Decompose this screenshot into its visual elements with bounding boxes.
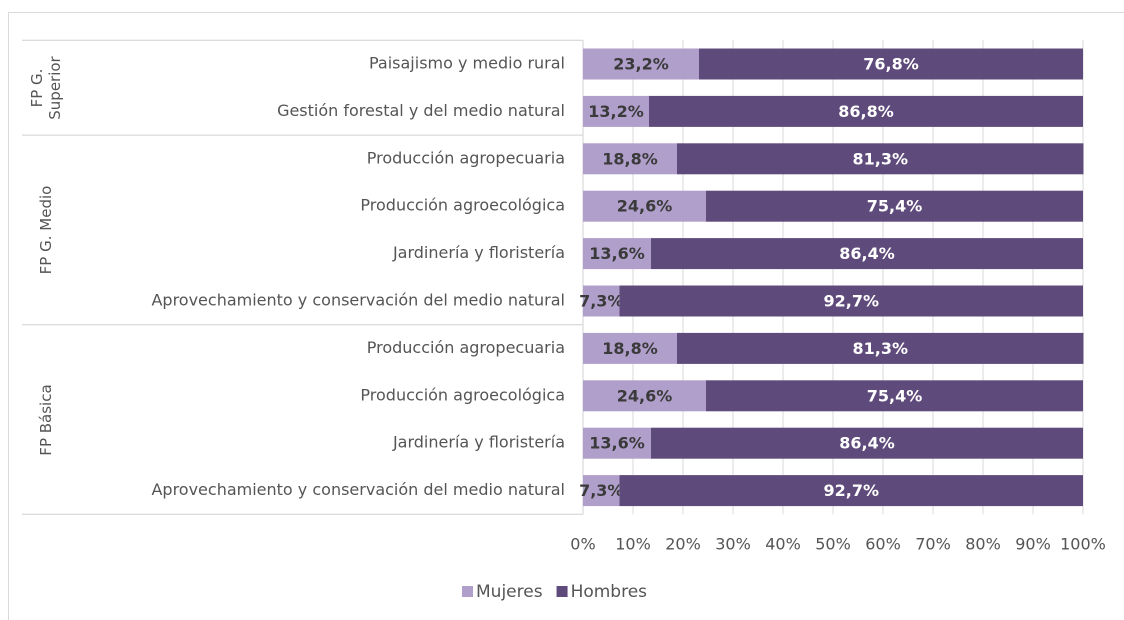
bar-segment (649, 95, 1083, 127)
bar-segment (651, 238, 1083, 270)
x-tick-label: 50% (815, 535, 851, 554)
data-label: 86,4% (839, 244, 895, 263)
data-label: 24,6% (617, 386, 673, 405)
category-label: Aprovechamiento y conservación del medio… (151, 291, 565, 310)
data-label: 75,4% (867, 197, 923, 216)
category-label: Producción agroecológica (360, 385, 565, 404)
x-tick-label: 0% (570, 535, 595, 554)
data-label: 18,8% (602, 339, 658, 358)
x-tick-label: 10% (615, 535, 651, 554)
data-label: 18,8% (602, 149, 658, 168)
group-label: FP G. Superior (28, 55, 64, 120)
data-label: 13,2% (588, 102, 644, 121)
category-label: Producción agropecuaria (367, 338, 565, 357)
bar-segment (583, 427, 651, 459)
data-label: 76,8% (863, 55, 919, 74)
legend-swatch (462, 586, 473, 597)
bar-segment (651, 427, 1083, 459)
data-label: 86,8% (838, 102, 894, 121)
bar-segment (677, 143, 1084, 175)
x-tick-label: 60% (865, 535, 901, 554)
category-label: Jardinería y floristería (392, 243, 565, 262)
x-tick-label: 20% (665, 535, 701, 554)
data-label: 13,6% (589, 244, 645, 263)
x-tick-label: 80% (965, 535, 1001, 554)
x-tick-label: 100% (1060, 535, 1106, 554)
data-label: 81,3% (852, 149, 908, 168)
bar-segment (619, 285, 1083, 317)
data-label: 13,6% (589, 434, 645, 453)
bar-segment (706, 190, 1083, 222)
x-tick-label: 30% (715, 535, 751, 554)
bar-segment (677, 332, 1084, 364)
bar-segment (583, 475, 620, 507)
data-label: 7,3% (579, 292, 623, 311)
bar-segment (619, 475, 1083, 507)
data-label: 81,3% (852, 339, 908, 358)
data-label: 23,2% (613, 55, 669, 74)
x-tick-label: 40% (765, 535, 801, 554)
bar-segment (583, 332, 677, 364)
group-label: FP G. Medio (37, 185, 55, 275)
legend-label: Hombres (571, 582, 648, 602)
legend-swatch (556, 586, 568, 597)
data-label: 92,7% (823, 292, 879, 311)
bar-segment (583, 285, 620, 317)
bar-segment (699, 48, 1083, 80)
bar-segment (583, 380, 706, 412)
category-label: Jardinería y floristería (392, 433, 565, 452)
x-tick-label: 70% (915, 535, 951, 554)
group-label: FP Básica (37, 383, 55, 456)
bar-segment (583, 238, 651, 270)
category-label: Producción agropecuaria (367, 148, 565, 167)
chart-border (8, 12, 1124, 620)
category-label: Aprovechamiento y conservación del medio… (151, 480, 565, 499)
data-label: 86,4% (839, 434, 895, 453)
data-label: 24,6% (617, 197, 673, 216)
x-tick-label: 90% (1015, 535, 1051, 554)
data-label: 7,3% (579, 481, 623, 500)
bar-segment (583, 48, 699, 80)
data-label: 75,4% (867, 386, 923, 405)
bar-segment (706, 380, 1083, 412)
bar-segment (583, 190, 706, 222)
category-label: Paisajismo y medio rural (369, 54, 565, 73)
category-label: Producción agroecológica (360, 196, 565, 215)
legend-label: Mujeres (476, 582, 543, 602)
category-label: Gestión forestal y del medio natural (277, 101, 565, 120)
data-label: 92,7% (823, 481, 879, 500)
bar-segment (583, 95, 649, 127)
bar-segment (583, 143, 677, 175)
